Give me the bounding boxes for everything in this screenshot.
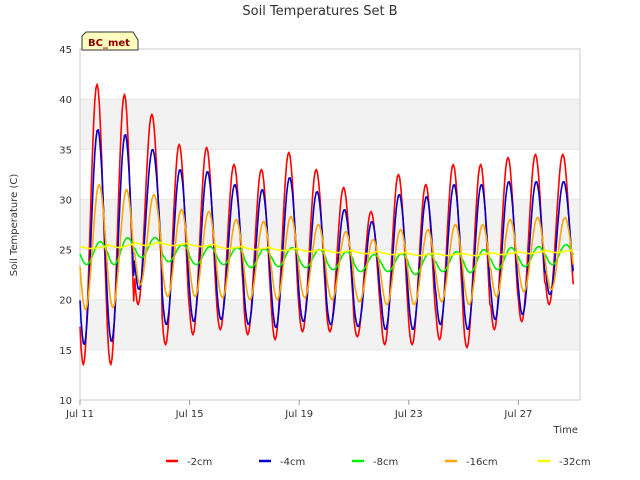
series-line-minus-2cm <box>79 83 574 366</box>
x-axis-ticks: Jul 11 Jul 15 Jul 19 Jul 23 Jul 27 <box>65 400 532 420</box>
legend-label: -32cm <box>559 457 591 468</box>
grid-band <box>80 199 580 250</box>
y-tick-label: 35 <box>59 145 72 156</box>
y-tick-label: 30 <box>59 195 72 206</box>
series-line-minus-16cm <box>79 183 574 311</box>
legend-label: -4cm <box>280 457 305 468</box>
y-tick-label: 15 <box>59 346 72 357</box>
grid-band <box>80 99 580 150</box>
y-axis-ticks: 10 15 20 25 30 35 40 45 <box>59 45 72 407</box>
plot-area-border <box>79 48 581 401</box>
station-badge-label: BC_met <box>88 38 130 49</box>
plot-background-bands <box>80 48 580 401</box>
y-tick-label: 45 <box>59 45 72 56</box>
y-tick-label: 20 <box>59 296 72 307</box>
series-line-minus-4cm <box>79 129 574 346</box>
x-tick-label: Jul 23 <box>394 409 423 420</box>
chart-title: Soil Temperatures Set B <box>242 4 397 19</box>
station-badge: BC_met <box>81 31 139 51</box>
y-tick-label: 40 <box>59 95 72 106</box>
legend-label: -16cm <box>466 457 498 468</box>
x-tick-label: Jul 11 <box>65 409 94 420</box>
x-axis-label: Time <box>553 425 578 436</box>
series-lines <box>79 83 574 366</box>
x-tick-label: Jul 27 <box>503 409 532 420</box>
legend-label: -2cm <box>187 457 212 468</box>
station-badge-box <box>81 31 139 51</box>
x-tick-label: Jul 15 <box>175 409 204 420</box>
grid-band <box>80 149 580 200</box>
y-tick-label: 25 <box>59 246 72 257</box>
x-tick-label: Jul 19 <box>284 409 313 420</box>
legend-label: -8cm <box>373 457 398 468</box>
series-line-minus-32cm <box>79 241 574 257</box>
grid-band <box>80 49 580 100</box>
y-axis-label: Soil Temperature (C) <box>9 174 20 277</box>
grid-band <box>80 349 580 400</box>
legend: -2cm -4cm -8cm -16cm -32cm <box>166 457 591 468</box>
y-tick-label: 10 <box>59 396 72 407</box>
